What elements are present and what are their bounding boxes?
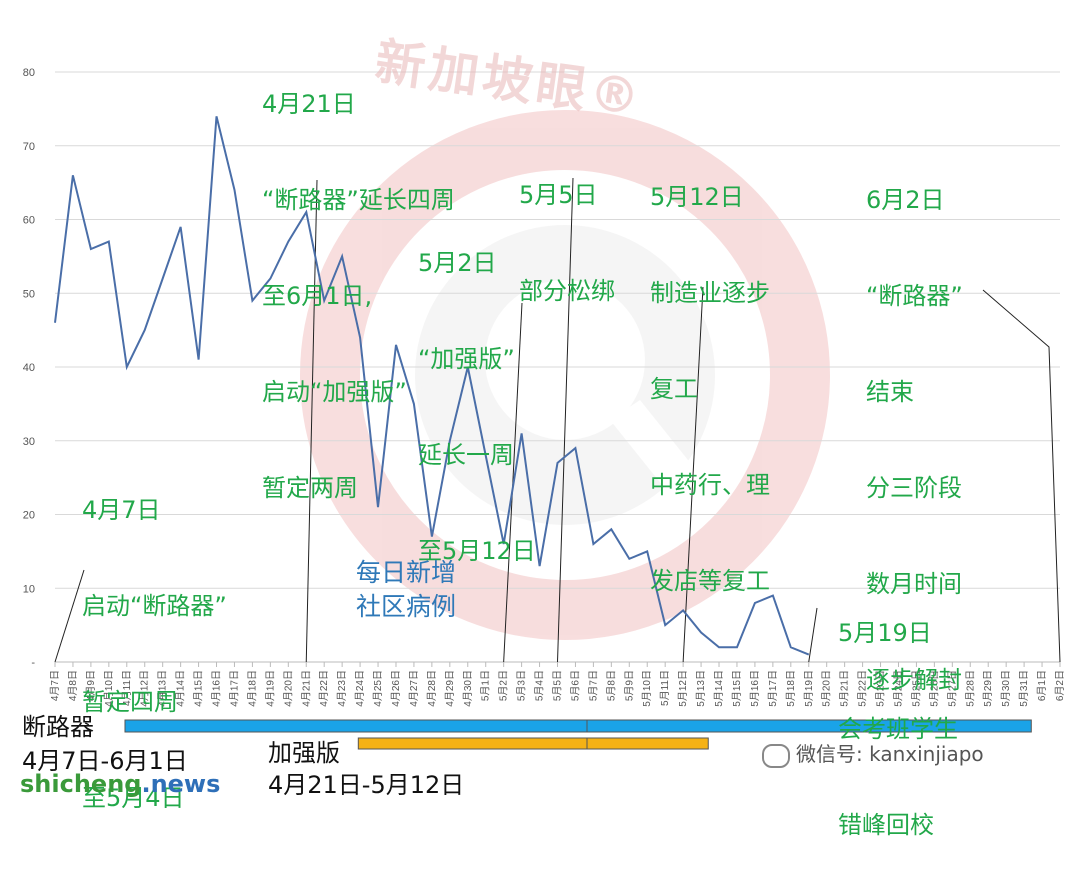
annotation-line: “加强版” — [418, 343, 536, 375]
x-tick-label: 5月5日 — [552, 670, 564, 701]
x-tick-label: 5月28日 — [964, 670, 976, 707]
x-tick-label: 4月24日 — [354, 670, 366, 707]
wechat-id-text: 微信号: kanxinjiapo — [796, 742, 984, 766]
x-tick-label: 5月29日 — [982, 670, 994, 707]
annotation-line: 结束 — [866, 376, 963, 408]
annotation-line: “断路器” — [866, 280, 963, 312]
x-tick-label: 5月30日 — [1000, 670, 1012, 707]
y-axis-ticks: - 10 20 30 40 50 60 70 80 — [23, 67, 36, 669]
annotation-line: 中药行、理 — [650, 469, 770, 501]
x-tick-label: 4月19日 — [264, 670, 276, 707]
period-name-circuit-breaker: 断路器 — [22, 712, 94, 742]
y-tick-label: 70 — [23, 141, 35, 153]
x-tick-label: 4月7日 — [49, 670, 61, 701]
site-watermark: shicheng.news — [20, 770, 220, 798]
x-tick-label: 5月31日 — [1018, 670, 1030, 707]
annotation-line: 制造业逐步 — [650, 277, 770, 309]
x-tick-label: 5月14日 — [713, 670, 725, 707]
leader-line — [55, 570, 84, 662]
y-tick-label: 30 — [23, 436, 35, 448]
annotation-line: 暂定四周 — [82, 686, 227, 718]
y-tick-label: - — [31, 657, 35, 669]
x-tick-label: 5月20日 — [821, 670, 833, 707]
x-tick-label: 5月7日 — [587, 670, 599, 701]
x-tick-label: 4月21日 — [300, 670, 312, 707]
x-tick-label: 4月27日 — [408, 670, 420, 707]
annotation-line: 延长一周 — [418, 439, 536, 471]
period-name-enhanced: 加强版 — [268, 738, 340, 768]
x-tick-label: 4月18日 — [246, 670, 258, 707]
x-tick-label: 5月1日 — [480, 670, 492, 701]
series-label: 每日新增 社区病例 — [356, 556, 456, 624]
annotation-line: 启动“断路器” — [82, 590, 227, 622]
x-tick-label: 5月11日 — [659, 670, 671, 706]
annotation-line: 5月12日 — [650, 181, 770, 213]
x-tick-label: 6月2日 — [1054, 670, 1066, 701]
annotation-line: 4月21日 — [262, 88, 455, 120]
y-tick-label: 80 — [23, 67, 35, 79]
x-tick-label: 4月8日 — [67, 670, 79, 701]
annotation-may19: 5月19日 会考班学生 错峰回校 — [838, 553, 958, 873]
annotation-may5: 5月5日 部分松绑 — [519, 115, 615, 339]
y-tick-label: 10 — [23, 583, 35, 595]
y-tick-label: 40 — [23, 362, 35, 374]
period-bar — [358, 738, 708, 749]
site-name: shicheng — [20, 770, 141, 798]
annotation-line: 4月7日 — [82, 494, 227, 526]
x-tick-label: 4月17日 — [228, 670, 240, 707]
x-tick-label: 5月3日 — [516, 670, 528, 701]
x-tick-label: 5月18日 — [785, 670, 797, 707]
annotation-line: 部分松绑 — [519, 275, 615, 307]
x-tick-label: 5月8日 — [605, 670, 617, 701]
x-tick-label: 5月9日 — [623, 670, 635, 701]
x-tick-label: 4月28日 — [426, 670, 438, 707]
annotation-line: 错峰回校 — [838, 809, 958, 841]
x-tick-label: 4月25日 — [372, 670, 384, 707]
x-tick-label: 5月2日 — [498, 670, 510, 701]
annotation-line: 复工 — [650, 373, 770, 405]
x-tick-label: 4月26日 — [390, 670, 402, 707]
x-tick-label: 5月19日 — [803, 670, 815, 707]
x-tick-label: 4月30日 — [462, 670, 474, 707]
wechat-id: 微信号: kanxinjiapo — [762, 738, 984, 768]
y-tick-label: 60 — [23, 215, 35, 227]
x-tick-label: 5月10日 — [641, 670, 653, 707]
annotation-may12: 5月12日 制造业逐步 复工 中药行、理 发店等复工 — [650, 117, 770, 629]
y-tick-label: 20 — [23, 510, 35, 522]
x-tick-label: 5月17日 — [767, 670, 779, 707]
x-tick-label: 4月23日 — [336, 670, 348, 707]
annotation-line: 6月2日 — [866, 184, 963, 216]
x-tick-label: 4月22日 — [318, 670, 330, 707]
x-tick-label: 6月1日 — [1036, 670, 1048, 701]
annotation-line: 5月5日 — [519, 179, 615, 211]
x-tick-label: 5月13日 — [695, 670, 707, 707]
x-tick-label: 4月20日 — [282, 670, 294, 707]
x-tick-label: 5月16日 — [749, 670, 761, 707]
x-tick-label: 5月15日 — [731, 670, 743, 707]
wechat-icon — [762, 744, 790, 768]
x-tick-label: 5月12日 — [677, 670, 689, 707]
site-domain: .news — [141, 770, 220, 798]
annotation-line: 分三阶段 — [866, 472, 963, 504]
leader-line — [809, 608, 817, 662]
annotation-line: 发店等复工 — [650, 565, 770, 597]
x-tick-label: 5月6日 — [569, 670, 581, 701]
annotation-line: 5月19日 — [838, 617, 958, 649]
x-tick-label: 4月29日 — [444, 670, 456, 707]
leader-line — [983, 290, 1060, 662]
x-tick-label: 5月4日 — [534, 670, 546, 701]
period-range-enhanced: 4月21日-5月12日 — [268, 770, 464, 800]
y-tick-label: 50 — [23, 288, 35, 300]
